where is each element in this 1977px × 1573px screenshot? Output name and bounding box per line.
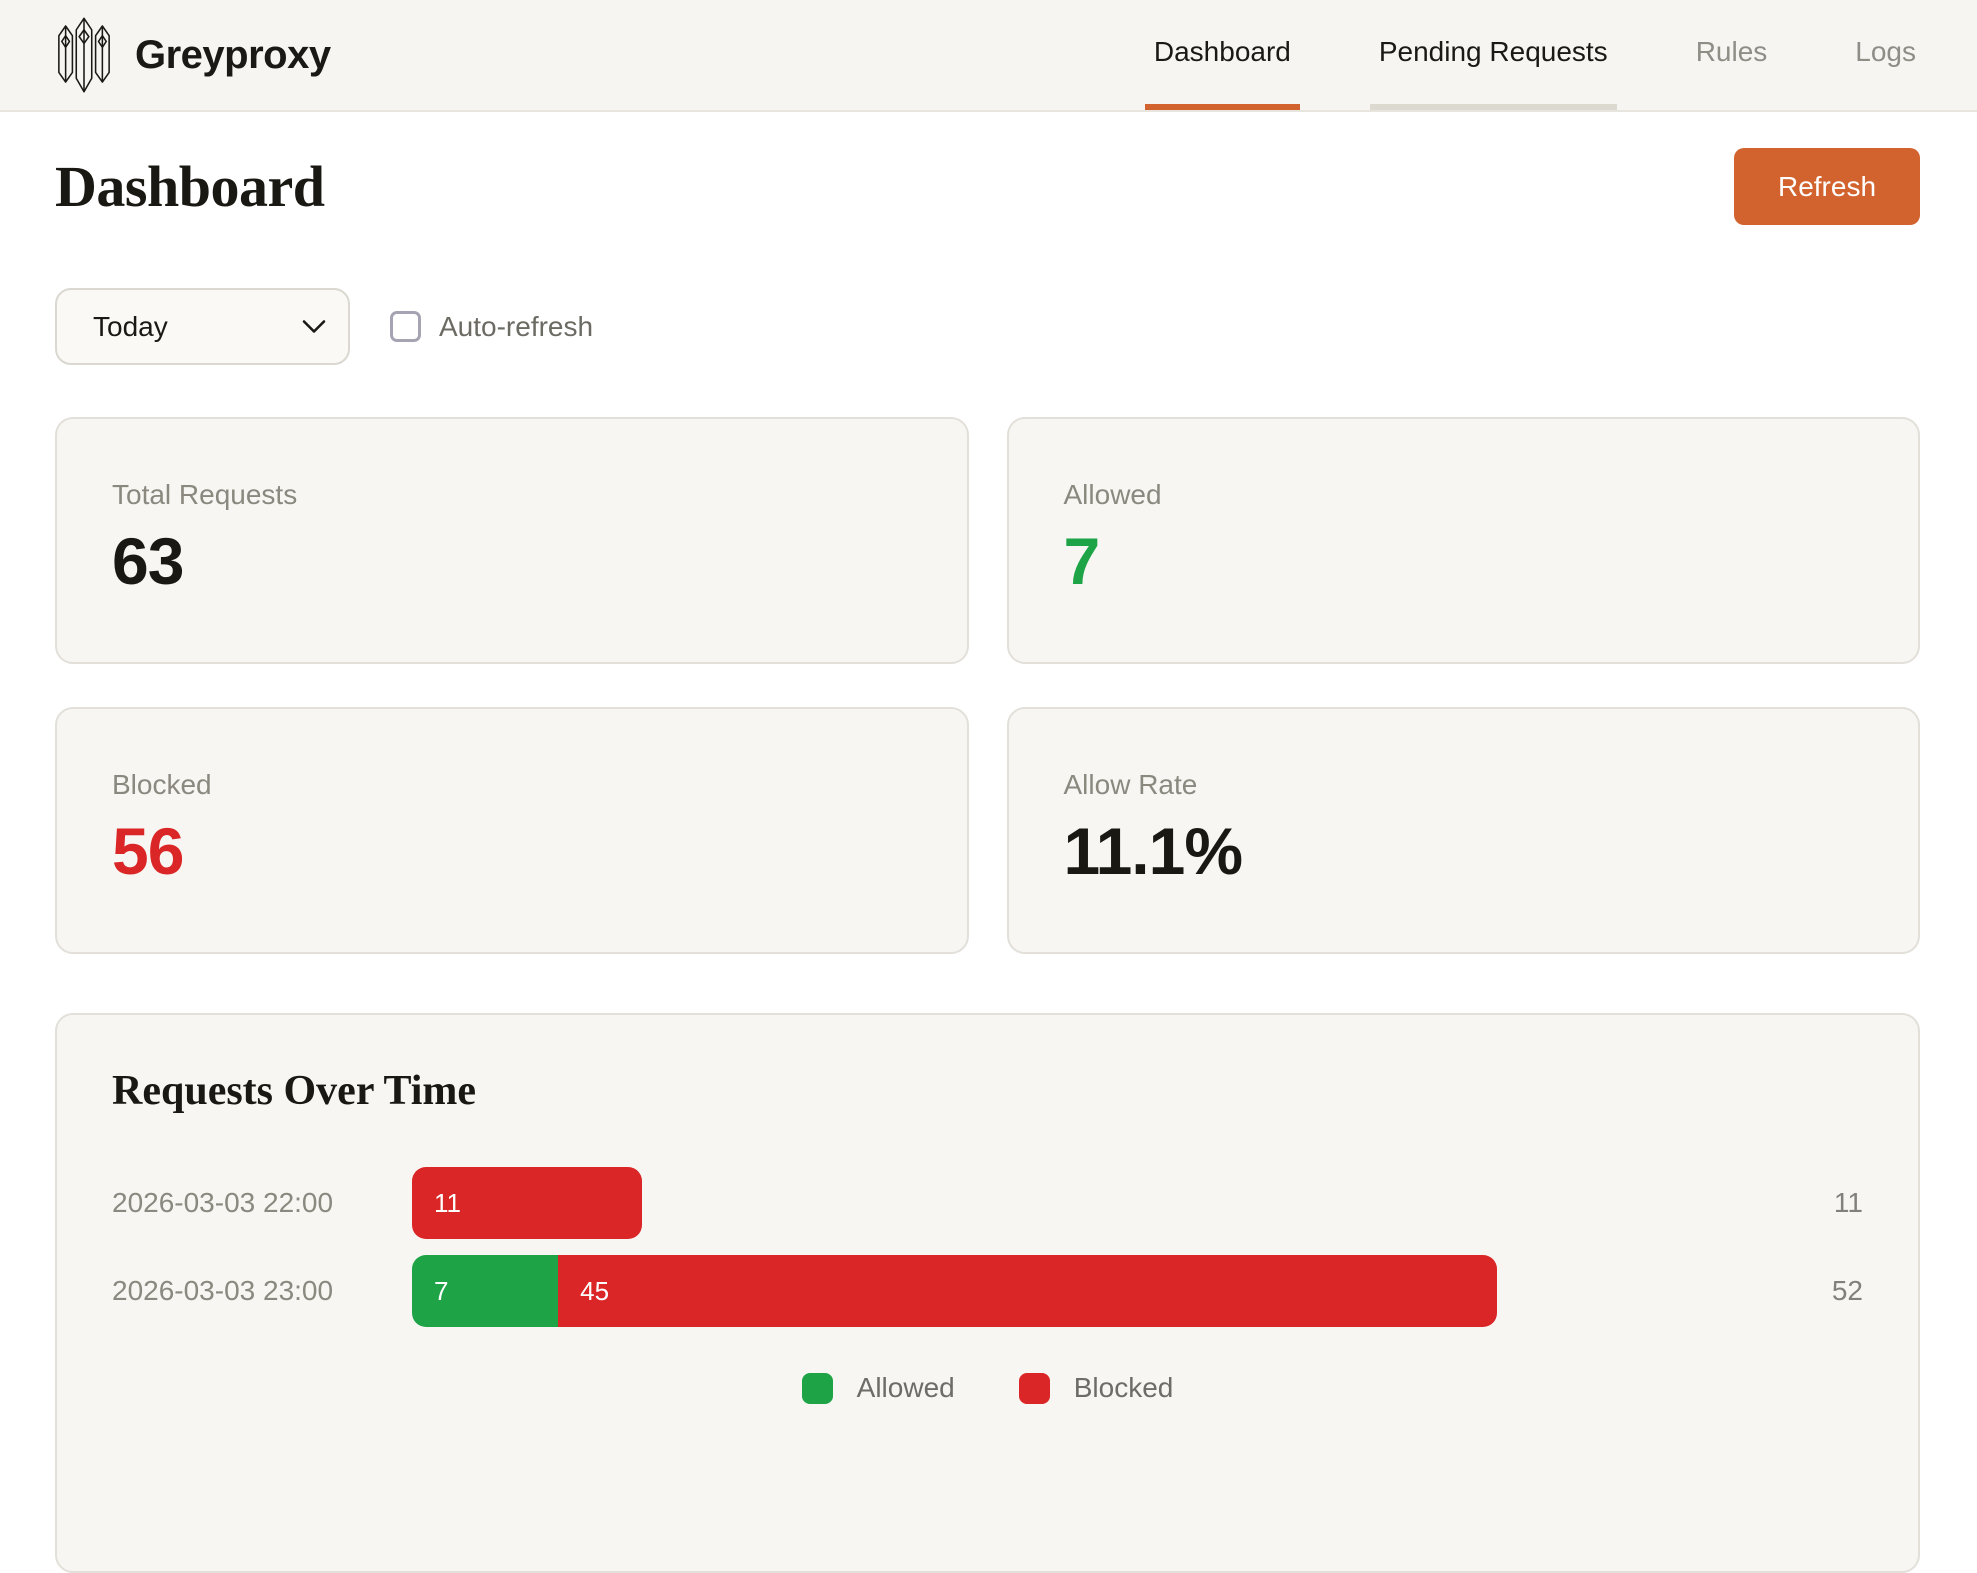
stat-card-allow-rate: Allow Rate 11.1% (1006, 707, 1920, 954)
legend-swatch-blocked (1018, 1372, 1050, 1404)
stat-label: Blocked (112, 769, 212, 800)
auto-refresh-checkbox[interactable] (390, 311, 421, 342)
chart-row-total: 11 (1833, 1187, 1863, 1218)
chart-row-label: 2026-03-03 23:00 (112, 1275, 334, 1306)
stat-card-total-requests: Total Requests 63 (55, 417, 969, 664)
legend-swatch-allowed (801, 1372, 833, 1404)
main-content: Dashboard Refresh Today Auto-refresh Tot… (0, 148, 1977, 1573)
chevron-down-icon (302, 319, 326, 333)
legend-item-allowed: Allowed (801, 1372, 955, 1404)
nav-item-dashboard[interactable]: Dashboard (1144, 0, 1300, 110)
chart-title: Requests Over Time (112, 1068, 476, 1114)
bar-segment-allowed: 7 (412, 1255, 559, 1327)
stat-value: 11.1% (1063, 814, 1243, 888)
legend-label: Blocked (1073, 1372, 1174, 1403)
main-nav: Dashboard Pending Requests Rules Logs (1144, 0, 1925, 110)
requests-over-time-card: Requests Over Time 2026-03-03 22:00 11 11 2… (55, 1013, 1920, 1573)
stat-label: Total Requests (112, 479, 298, 510)
bar-segment-blocked: 11 (412, 1167, 642, 1239)
chart-row-track: 7 45 (412, 1255, 1779, 1327)
chart-row: 2026-03-03 23:00 7 45 52 (112, 1255, 1863, 1327)
legend-item-blocked: Blocked (1018, 1372, 1174, 1404)
chart-legend: Allowed Blocked (112, 1372, 1863, 1404)
stat-value: 7 (1063, 524, 1101, 598)
time-range-value: Today (93, 310, 168, 342)
stat-label: Allowed (1063, 479, 1162, 510)
top-header: Greyproxy Dashboard Pending Requests Rules… (0, 0, 1977, 112)
stat-card-allowed: Allowed 7 (1006, 417, 1920, 664)
refresh-button[interactable]: Refresh (1734, 148, 1920, 225)
greyproxy-logo-icon (58, 17, 110, 93)
stat-value: 56 (112, 814, 184, 888)
chart-rows: 2026-03-03 22:00 11 11 2026-03-03 23:00 7 45 5… (112, 1167, 1863, 1327)
legend-label: Allowed (856, 1372, 955, 1403)
brand-name: Greyproxy (135, 32, 331, 77)
stacked-bar: 7 45 (412, 1255, 1498, 1327)
nav-item-pending-requests[interactable]: Pending Requests (1369, 0, 1617, 110)
time-range-select[interactable]: Today (55, 288, 350, 365)
chart-row-label: 2026-03-03 22:00 (112, 1187, 334, 1218)
nav-item-rules[interactable]: Rules (1695, 36, 1768, 67)
page-title: Dashboard (55, 154, 325, 219)
chart-row-track: 11 (412, 1167, 1779, 1239)
stat-value: 63 (112, 524, 184, 598)
chart-row-total: 52 (1831, 1275, 1863, 1306)
stat-label: Allow Rate (1063, 769, 1198, 800)
chart-row: 2026-03-03 22:00 11 11 (112, 1167, 1863, 1239)
stat-card-blocked: Blocked 56 (55, 707, 969, 954)
nav-item-logs[interactable]: Logs (1855, 36, 1916, 67)
stacked-bar: 11 (412, 1167, 642, 1239)
auto-refresh-label: Auto-refresh (439, 310, 594, 342)
bar-segment-blocked: 45 (558, 1255, 1498, 1327)
brand[interactable]: Greyproxy (55, 0, 331, 110)
stats-grid: Total Requests 63 Allowed 7 Blocked 56 Allow R… (55, 417, 1920, 954)
